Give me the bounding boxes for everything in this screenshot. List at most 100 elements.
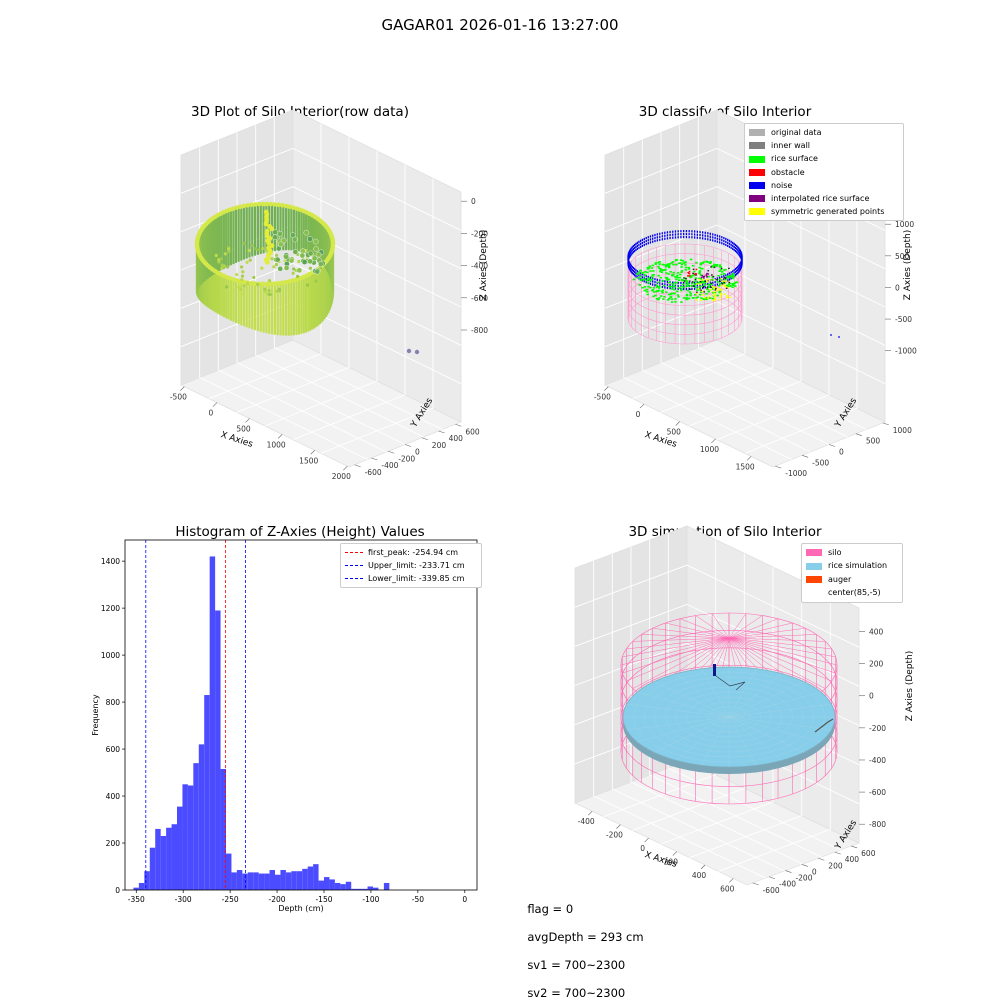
histogram-bar — [236, 870, 243, 890]
noise-point — [739, 255, 742, 258]
rice-surface-point — [703, 281, 707, 284]
floor-point — [267, 279, 272, 283]
noise-point — [652, 237, 654, 240]
interior-marker — [688, 280, 691, 282]
panel1-points — [194, 201, 420, 355]
interior-marker — [706, 287, 709, 289]
rice-surface-point — [651, 276, 654, 278]
noise-point — [643, 277, 645, 280]
legend-item: auger — [806, 573, 898, 586]
noise-point — [656, 239, 658, 242]
noise-point — [712, 236, 714, 239]
histogram-bar — [269, 870, 275, 890]
noise-point — [738, 267, 740, 270]
rice-grid-spoke — [728, 703, 832, 718]
interior-marker — [710, 282, 712, 284]
noise-point — [683, 230, 685, 233]
tick-mark — [639, 403, 645, 409]
noise-point — [728, 245, 731, 248]
noise-point — [728, 272, 731, 275]
rice-surface-point — [685, 298, 688, 301]
symmetric-point — [714, 298, 717, 301]
tick-mark — [700, 864, 706, 870]
rice-surface-point — [680, 271, 683, 273]
y-tick-label: 800 — [106, 698, 121, 707]
interpolated-point — [707, 273, 710, 275]
noise-point — [677, 287, 679, 291]
noise-point — [685, 233, 688, 236]
noise-point — [719, 235, 721, 238]
tick-label: -600 — [763, 886, 780, 895]
obstacle-point — [307, 236, 313, 242]
rice-surface-point — [646, 271, 649, 274]
gridline — [574, 564, 860, 648]
noise-point — [702, 231, 704, 234]
histogram-reference-lines — [145, 540, 246, 890]
noise-point — [696, 236, 698, 239]
obstacle-point — [317, 261, 324, 267]
noise-point — [674, 236, 677, 239]
noise-point — [739, 254, 741, 257]
rice-surface-point — [655, 284, 659, 287]
noise-point — [664, 286, 666, 289]
rice-grid-spoke — [728, 716, 757, 766]
rice-surface-point — [658, 297, 661, 299]
legend-label: first_peak: -254.94 cm — [368, 548, 459, 557]
interior-marker — [714, 289, 717, 291]
floor-point — [292, 267, 296, 271]
interior-marker — [694, 278, 697, 281]
interior-marker — [710, 286, 712, 288]
noise-point — [672, 230, 674, 233]
noise-point — [666, 286, 669, 289]
tick-mark — [404, 444, 412, 447]
noise-point — [716, 283, 719, 286]
rim-point — [256, 201, 262, 207]
rice-surface-point — [707, 286, 710, 289]
x-tick-label: -200 — [269, 895, 286, 904]
tick-mark — [834, 851, 841, 855]
obstacle-point — [272, 234, 278, 241]
rice-surface-point — [640, 272, 644, 275]
noise-point — [732, 241, 734, 244]
rice-grid-spoke — [728, 681, 805, 718]
noise-point — [716, 234, 719, 237]
tick-label: 600 — [861, 849, 876, 858]
noise-point — [664, 283, 666, 286]
floor-point — [274, 253, 279, 258]
noise-point — [740, 262, 743, 265]
rice-surface-point — [693, 283, 697, 286]
rice-surface-point — [729, 285, 732, 287]
silo-mesh-ring — [627, 253, 743, 306]
noise-point — [741, 256, 743, 259]
gridline — [697, 117, 867, 430]
noise-point — [685, 230, 688, 233]
floor-point — [242, 241, 246, 246]
symmetric-point — [713, 297, 716, 300]
noise-point — [659, 238, 661, 241]
rice-surface-point — [655, 290, 658, 293]
histogram-bar — [198, 744, 205, 890]
floor-point — [240, 274, 245, 278]
tick-mark — [851, 845, 858, 849]
auger-trace — [715, 675, 746, 691]
rice-surface-point — [666, 279, 669, 281]
rice-surface-point — [650, 278, 654, 281]
rice-surface-point — [731, 277, 734, 280]
rice-surface-point — [695, 261, 698, 264]
floor-point — [220, 263, 224, 267]
noise-point — [738, 247, 740, 250]
floor-point — [291, 271, 295, 275]
obstacle-point — [277, 231, 283, 237]
rice-surface-point — [699, 291, 703, 294]
rice-grid-spoke — [728, 668, 757, 718]
rice-surface-point — [654, 262, 657, 264]
tick-mark — [388, 450, 395, 454]
noise-point — [740, 266, 742, 270]
obstacle-point — [307, 250, 314, 257]
noise-point — [693, 287, 696, 290]
histogram-bar — [187, 785, 194, 890]
noise-point — [739, 268, 742, 271]
noise-point — [641, 241, 644, 244]
floor-point — [314, 279, 318, 283]
noise-point — [691, 233, 693, 236]
